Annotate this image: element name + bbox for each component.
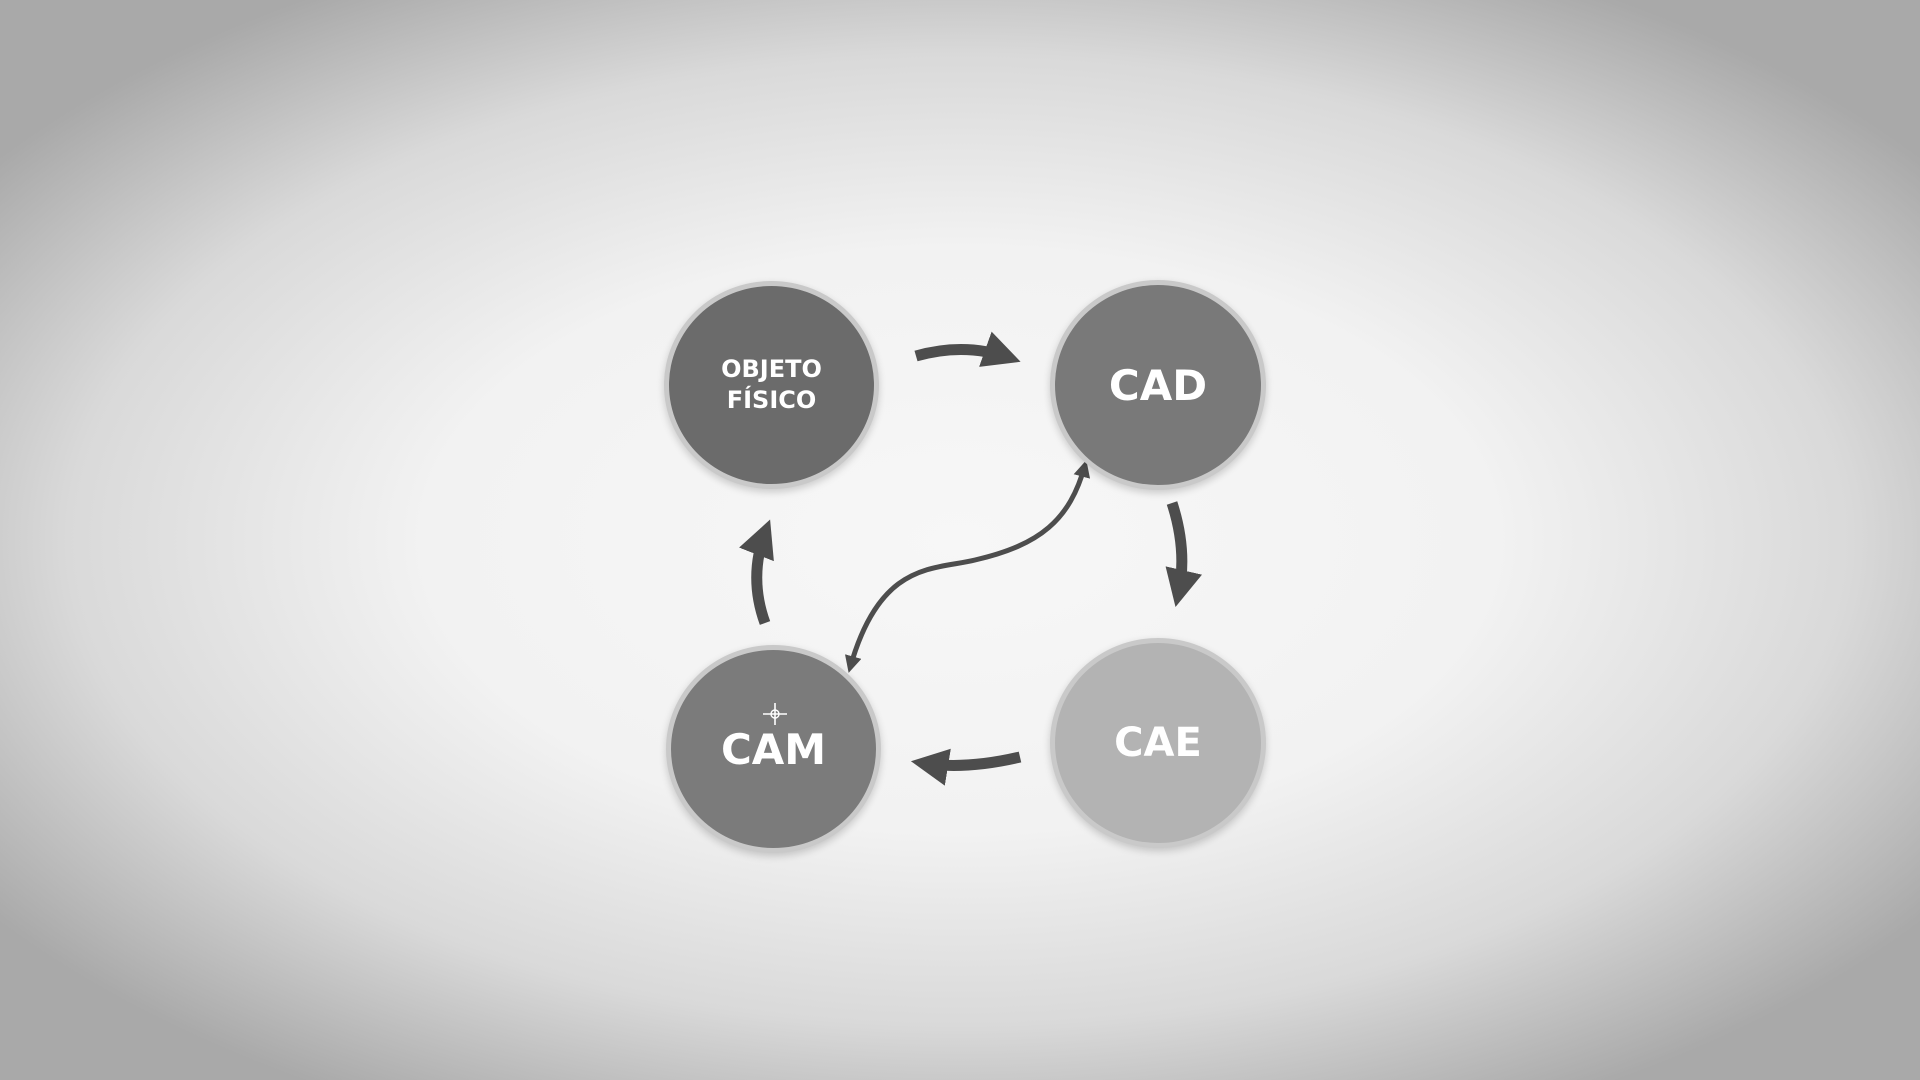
arrow-objeto-to-cad	[914, 331, 1021, 367]
node-cam: CAM	[666, 645, 881, 853]
node-cae-label: CAE	[1114, 720, 1202, 766]
node-cae: CAE	[1050, 638, 1266, 848]
node-cad-label: CAD	[1108, 360, 1208, 410]
node-objeto-fisico: OBJETO FÍSICO	[664, 281, 879, 489]
arrow-cad-to-cae	[1165, 501, 1203, 607]
arrow-cam-to-objeto	[739, 519, 774, 625]
node-cam-label: CAM	[720, 724, 827, 774]
node-objeto-line2: FÍSICO	[726, 386, 817, 414]
node-objeto-line1: OBJETO	[721, 355, 822, 383]
move-cursor-icon	[763, 703, 787, 725]
node-cad: CAD	[1050, 280, 1266, 490]
arrow-cam-cad-bidirectional	[845, 460, 1091, 673]
arrow-cae-to-cam	[910, 748, 1022, 786]
